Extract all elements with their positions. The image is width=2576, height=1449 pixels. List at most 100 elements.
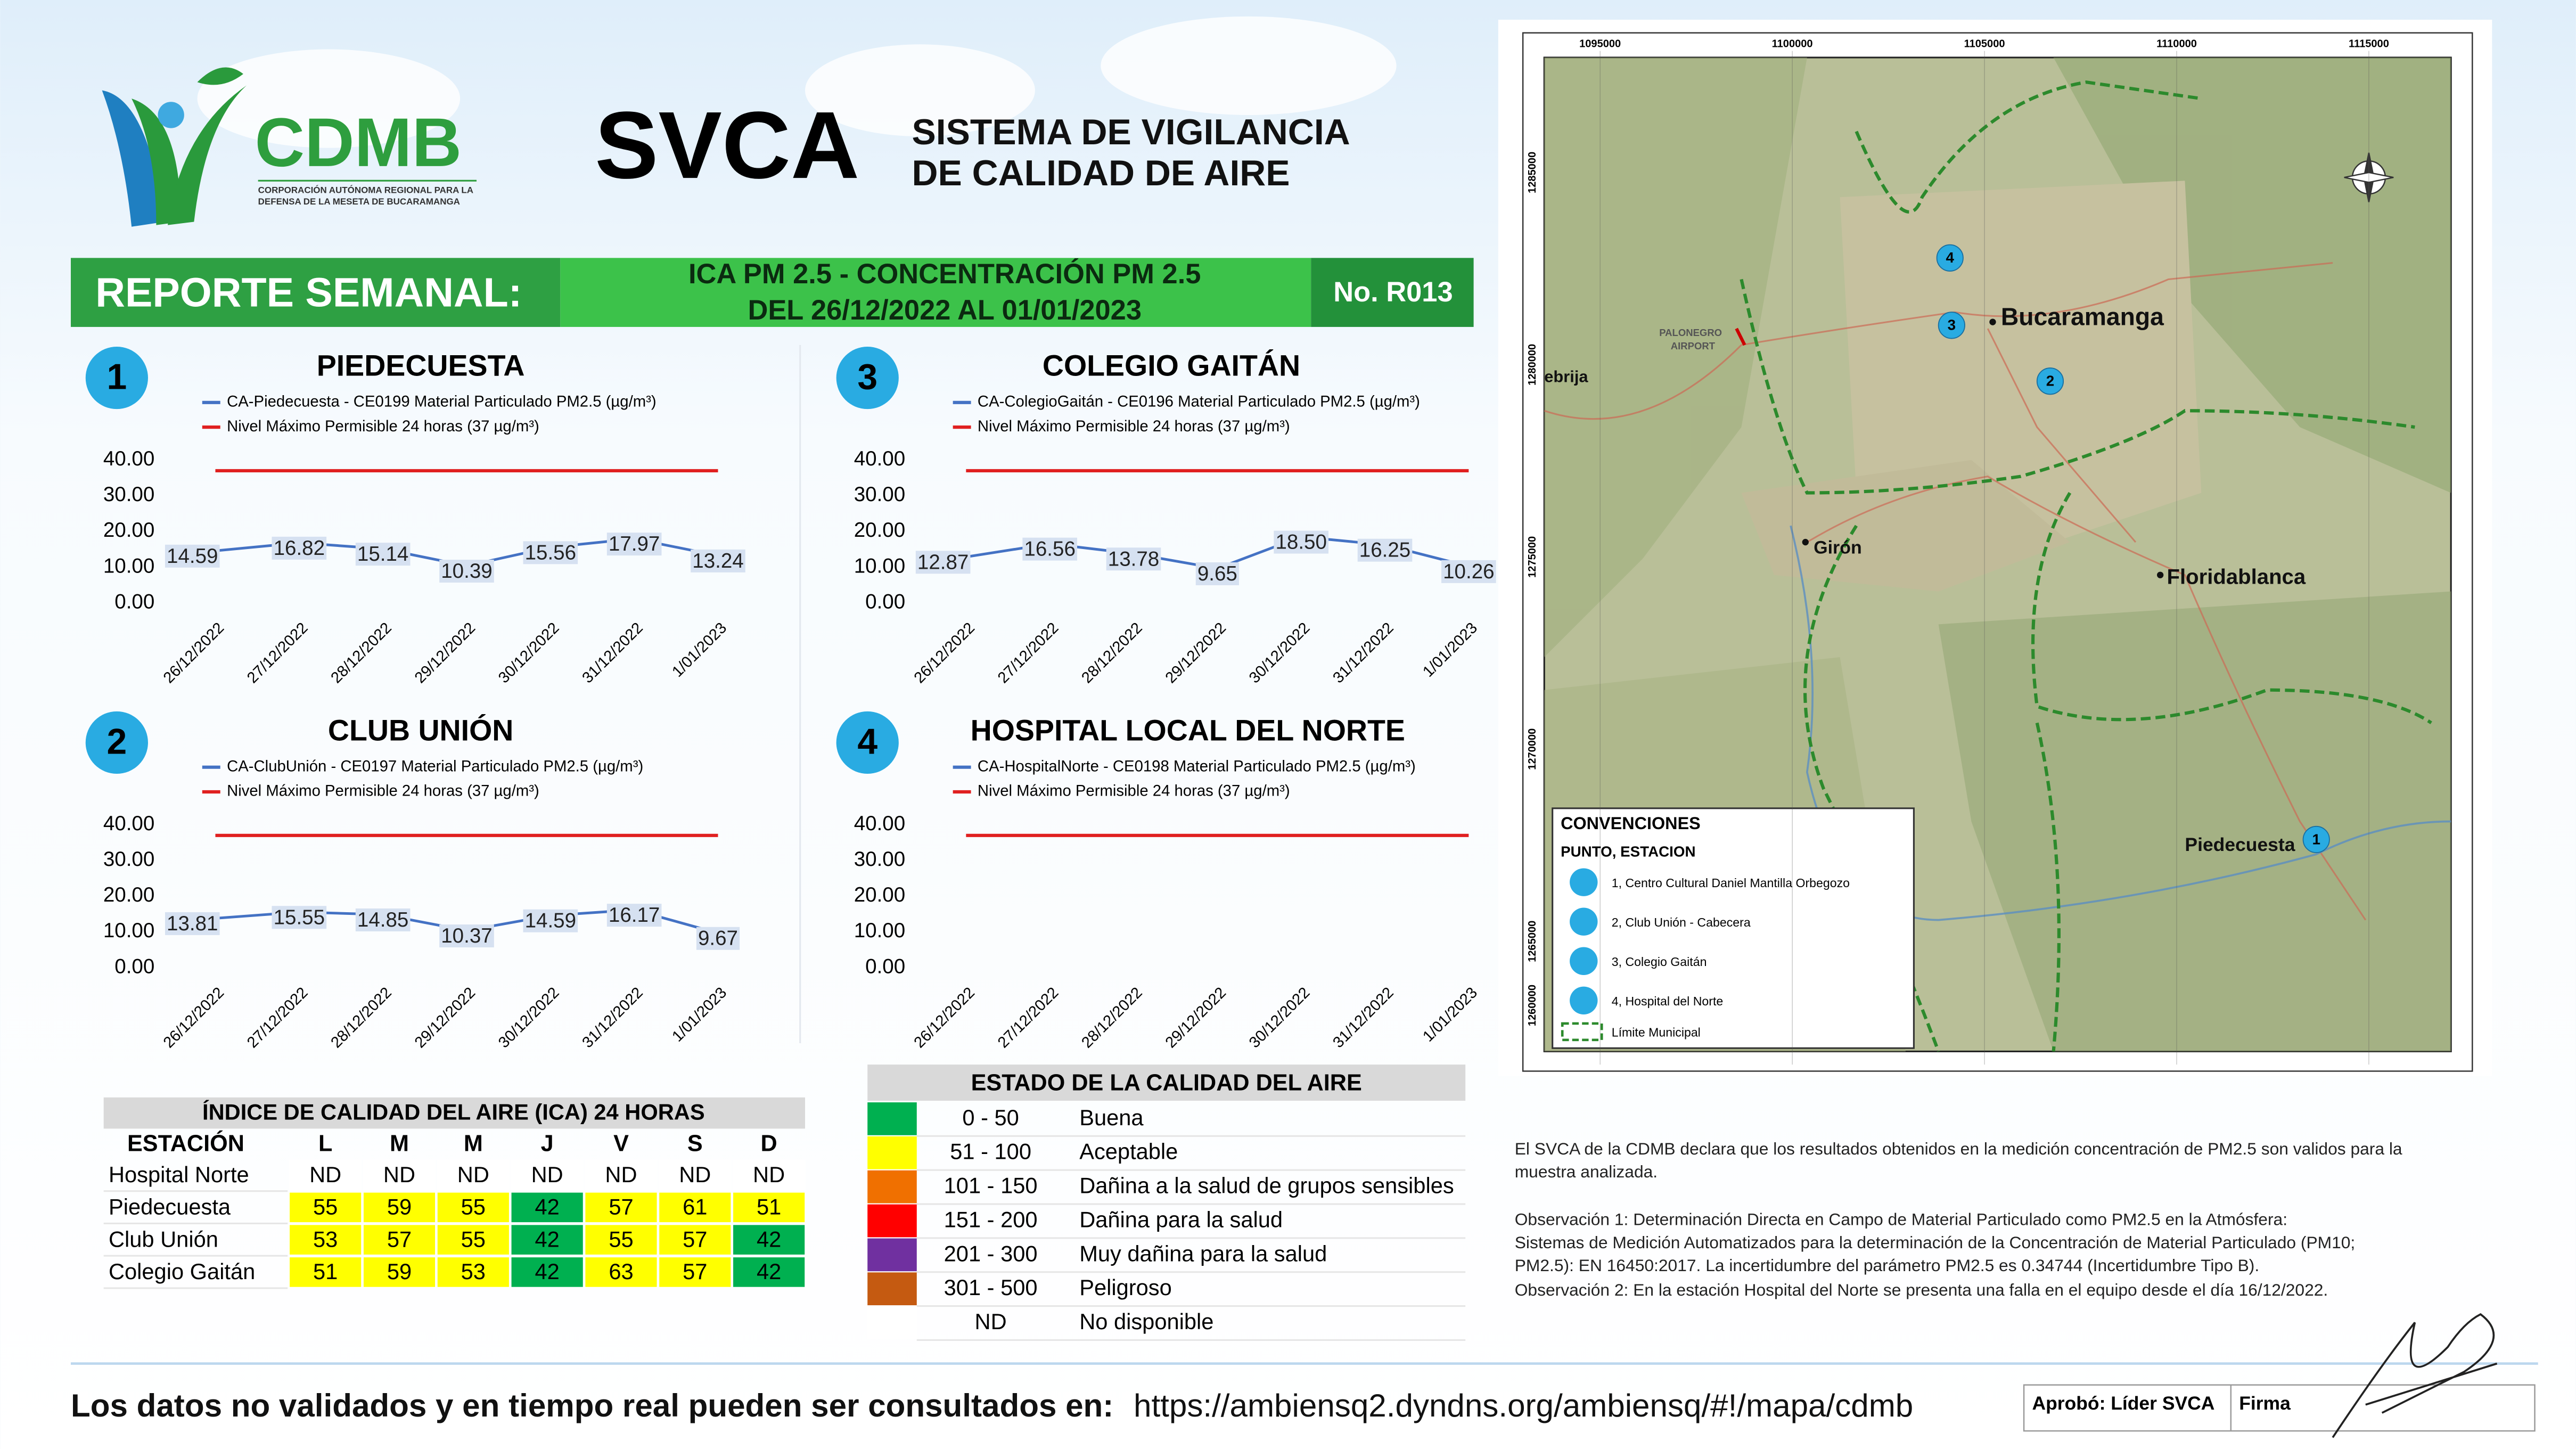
data-label-bg <box>606 904 662 927</box>
map-legend-marker <box>1570 986 1598 1015</box>
cell: ND <box>457 1162 489 1187</box>
cell: 57 <box>609 1194 633 1219</box>
data-label-bg <box>1357 538 1413 562</box>
y-tick-label: 20.00 <box>854 883 905 906</box>
cell-bg <box>658 1192 732 1223</box>
cell: 61 <box>683 1194 707 1219</box>
header-title: SISTEMA DE VIGILANCIA <box>912 112 1350 152</box>
cell-bg <box>658 1159 732 1191</box>
y-tick-label: 40.00 <box>854 812 905 835</box>
cell: 59 <box>387 1259 412 1284</box>
banner-middle <box>560 258 1311 327</box>
y-tick-label: 40.00 <box>854 447 905 470</box>
cell: 55 <box>609 1226 633 1251</box>
data-label: 15.56 <box>525 541 576 564</box>
table-title-bg <box>103 1097 806 1129</box>
cell-bg <box>289 1256 362 1288</box>
legend-label: CA-ClubUnión - CE0197 Material Particula… <box>227 757 643 775</box>
map-x-tick: 1095000 <box>1579 38 1621 50</box>
cell-bg <box>584 1192 658 1223</box>
column-header: L <box>318 1131 332 1157</box>
quality-label: Dañina a la salud de grupos sensibles <box>1079 1173 1454 1198</box>
data-label-bg <box>523 541 578 564</box>
data-label: 13.81 <box>167 912 218 935</box>
map-place: PALONEGRO <box>1659 327 1722 338</box>
map-y-tick: 1275000 <box>1527 536 1538 578</box>
station-label: 2 <box>2046 373 2054 389</box>
column-header: D <box>761 1131 777 1157</box>
data-label-bg <box>439 560 494 583</box>
map-legend-item: 4, Hospital del Norte <box>1612 994 1724 1008</box>
chart-number-badge <box>836 711 899 774</box>
cell: 42 <box>535 1194 559 1219</box>
data-label: 13.78 <box>1108 547 1159 570</box>
data-label-bg <box>1441 560 1496 583</box>
banner-right <box>1311 258 1474 327</box>
quality-swatch <box>867 1204 917 1238</box>
approval-box <box>2023 1384 2536 1432</box>
y-tick-label: 10.00 <box>854 554 905 577</box>
cell-bg <box>437 1192 510 1223</box>
map-place: Piedecuesta <box>2185 834 2295 855</box>
row-header: Colegio Gaitán <box>109 1259 255 1284</box>
data-label: 14.59 <box>167 545 218 568</box>
cell-bg <box>363 1224 436 1256</box>
data-label: 13.24 <box>692 550 743 572</box>
data-label: 12.87 <box>917 551 969 574</box>
map-y-tick: 1285000 <box>1527 152 1538 193</box>
cell-bg <box>289 1192 362 1223</box>
notes: El SVCA de la CDMB declara que los resul… <box>1515 1139 2402 1299</box>
cell-bg <box>437 1256 510 1288</box>
footer-url[interactable]: https://ambiensq2.dyndns.org/ambiensq/#!… <box>1134 1388 1913 1423</box>
logo-subtitle: DEFENSA DE LA MESETA DE BUCARAMANGA <box>258 197 460 207</box>
y-tick-label: 30.00 <box>854 848 905 871</box>
y-tick-label: 20.00 <box>103 519 154 542</box>
cell: 57 <box>387 1226 412 1251</box>
map-legend-box <box>1552 807 1915 1049</box>
map-legend-marker <box>1570 907 1598 936</box>
chart-title: PIEDECUESTA <box>317 349 525 382</box>
station-label: 4 <box>1946 249 1955 266</box>
map-legend-item: 1, Centro Cultural Daniel Mantilla Orbeg… <box>1612 876 1850 890</box>
row-header: Hospital Norte <box>109 1162 249 1187</box>
cell-bg <box>584 1256 658 1288</box>
cell: 42 <box>535 1226 559 1251</box>
cell-bg <box>511 1192 584 1223</box>
column-header: J <box>541 1131 554 1157</box>
data-label-bg <box>355 543 411 566</box>
cell-bg <box>289 1159 362 1191</box>
map-legend-item: 2, Club Unión - Cabecera <box>1612 915 1751 929</box>
ica-table: ÍNDICE DE CALIDAD DEL AIRE (ICA) 24 HORA… <box>103 1097 806 1289</box>
y-tick-label: 30.00 <box>103 483 154 506</box>
chart-title: CLUB UNIÓN <box>328 714 513 747</box>
data-label-bg <box>523 909 578 932</box>
cell: 55 <box>461 1226 486 1251</box>
cell-bg <box>658 1224 732 1256</box>
data-label: 18.50 <box>1275 531 1326 554</box>
map-x-tick: 1105000 <box>1964 38 2005 50</box>
chart-number: 3 <box>857 357 877 397</box>
legend-label: Nivel Máximo Permisible 24 horas (37 µg/… <box>978 782 1290 800</box>
data-label-bg <box>1195 562 1239 585</box>
quality-swatch <box>867 1306 917 1339</box>
quality-table: ESTADO DE LA CALIDAD DEL AIRE 0 - 50 Buen… <box>867 1065 1466 1341</box>
data-label: 10.37 <box>441 924 492 947</box>
quality-label: Aceptable <box>1079 1139 1178 1164</box>
data-label: 15.55 <box>274 906 325 929</box>
column-header: M <box>390 1131 409 1157</box>
quality-swatch <box>867 1102 917 1135</box>
note-line: Sistemas de Medición Automatizados para … <box>1515 1233 2356 1252</box>
cell-bg <box>732 1256 806 1288</box>
signature <box>2332 1313 2498 1438</box>
logo-text: CDMB <box>255 104 462 181</box>
data-label-bg <box>606 533 662 556</box>
y-tick-label: 40.00 <box>103 447 154 470</box>
cell-bg <box>658 1256 732 1288</box>
note-line: PM2.5): EN 16450:2017. La incertidumbre … <box>1515 1256 2259 1275</box>
map-legend-item: 3, Colegio Gaitán <box>1612 955 1707 969</box>
cell-bg <box>511 1224 584 1256</box>
note-line: muestra analizada. <box>1515 1162 1658 1181</box>
data-label-bg <box>272 906 327 929</box>
